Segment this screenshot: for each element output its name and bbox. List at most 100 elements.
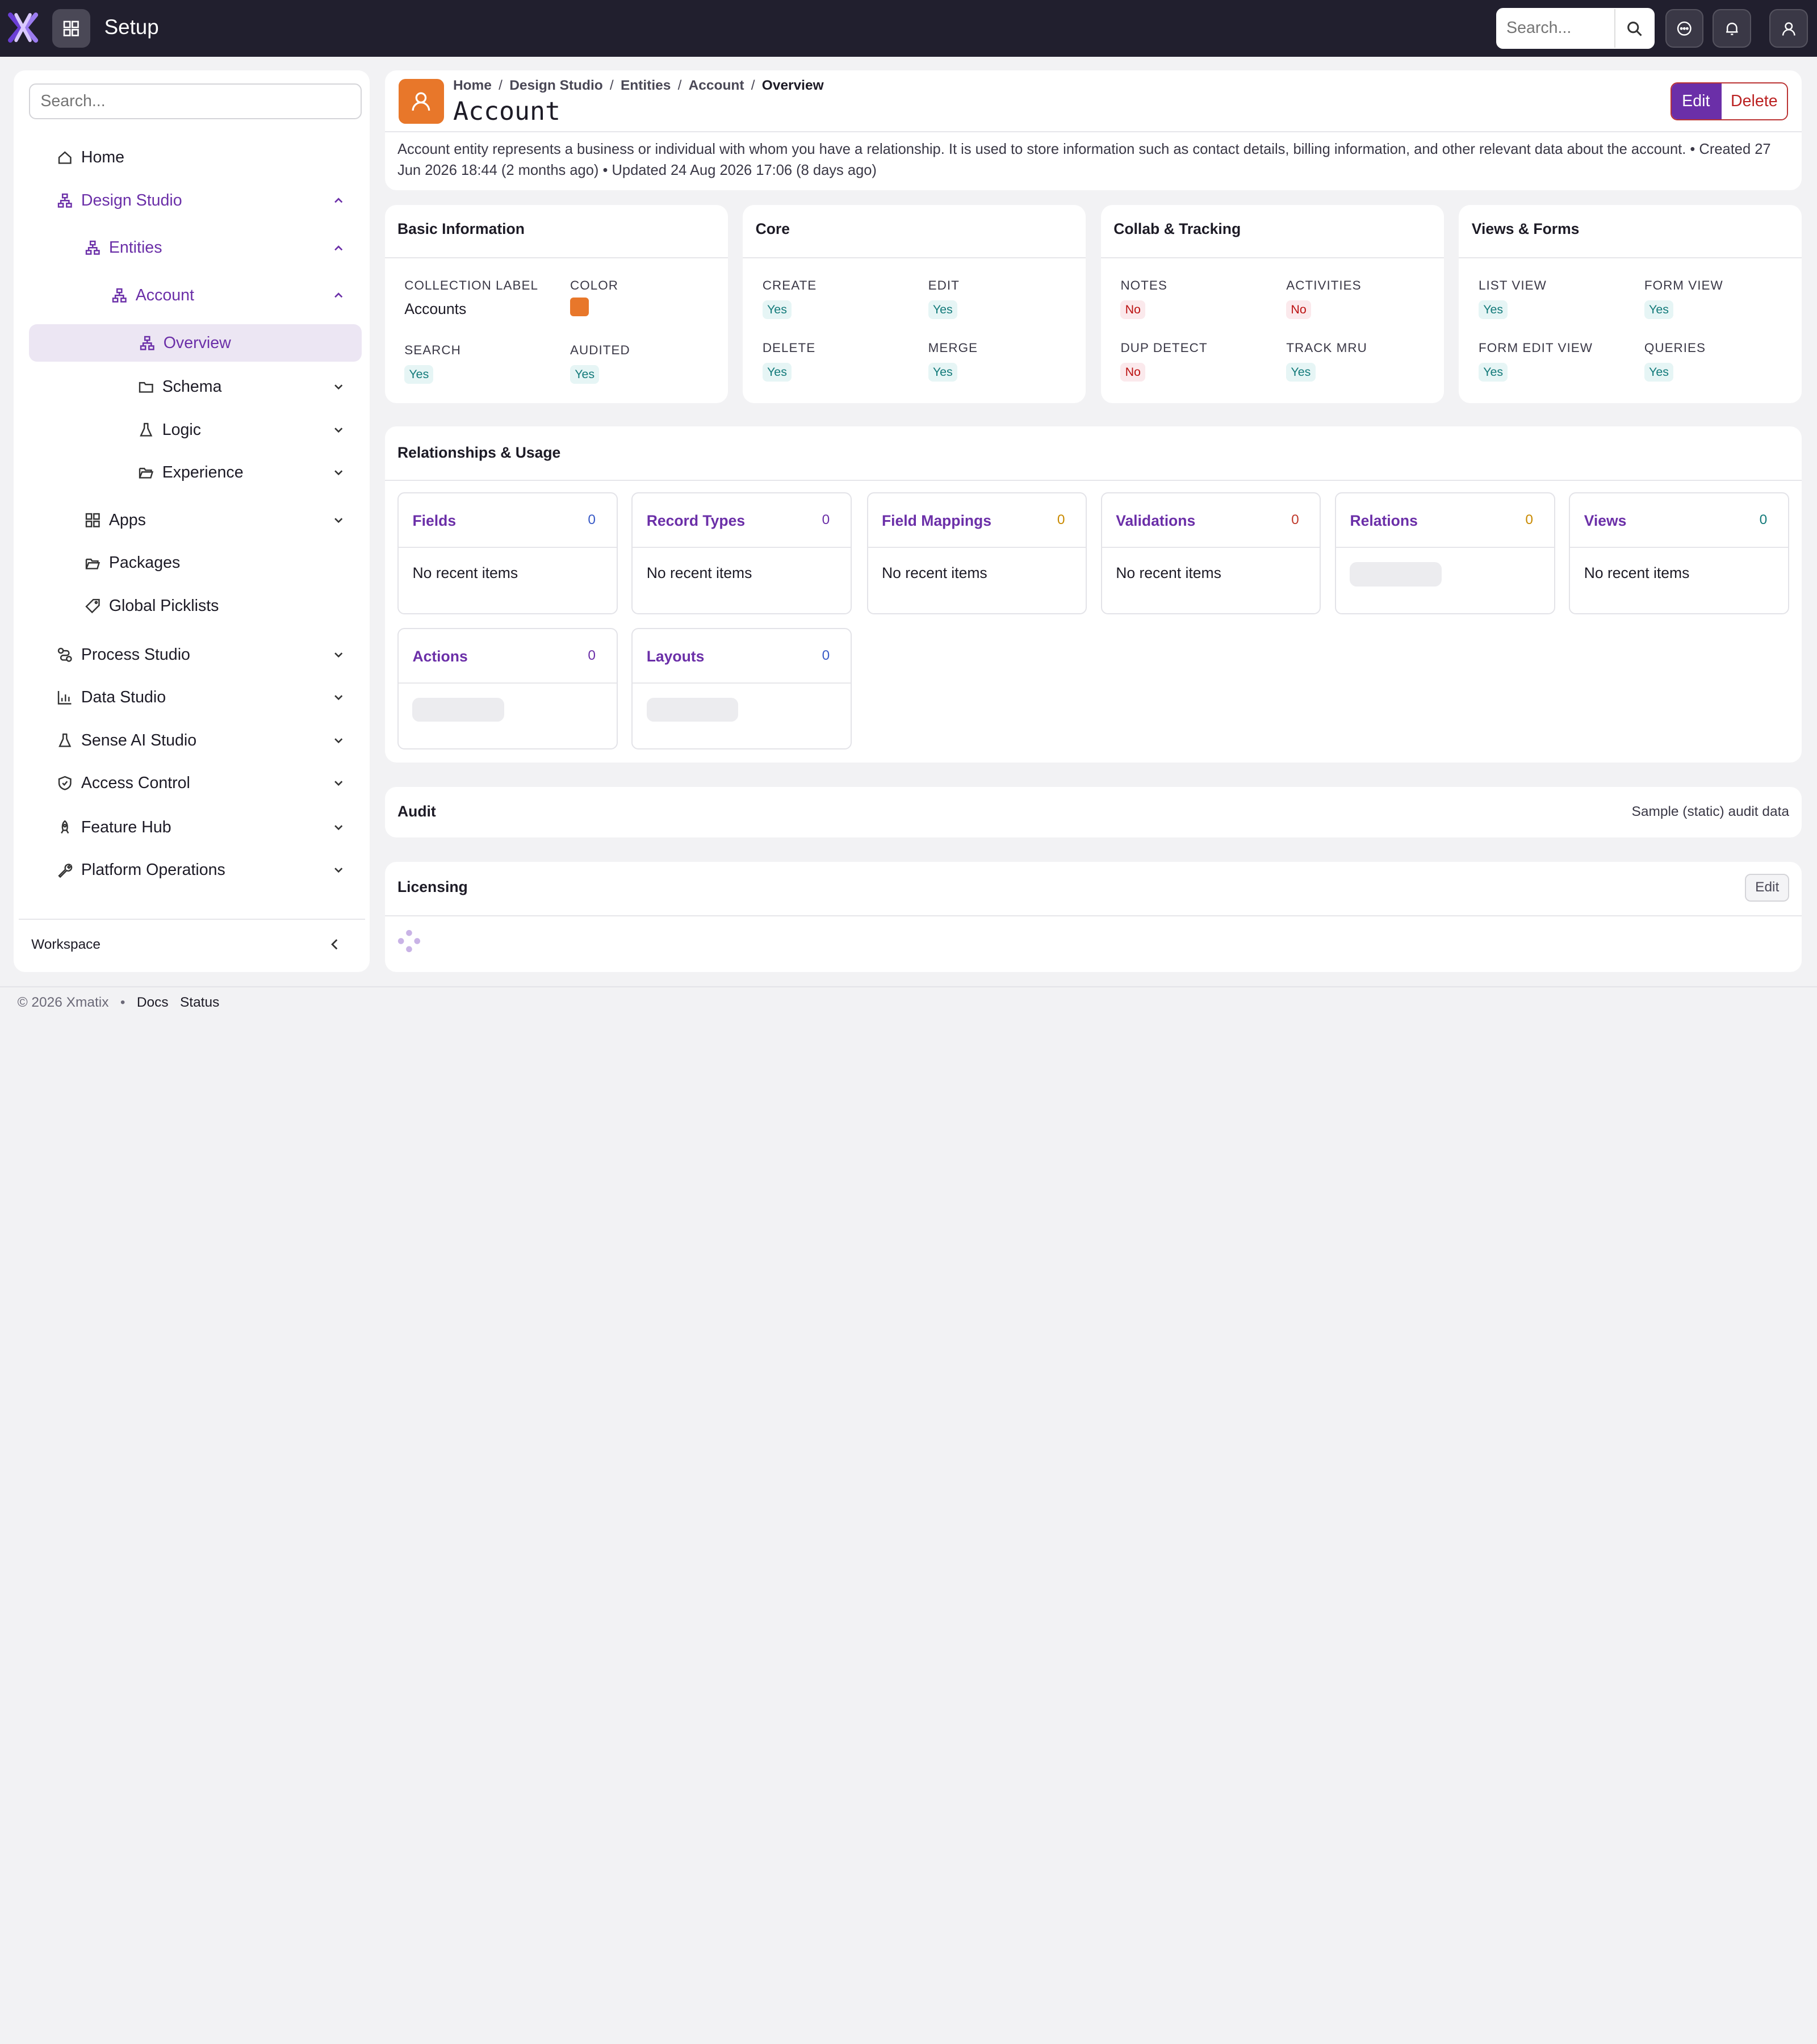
relationships-usage-card: Relationships & Usage Fields 0 No recent… bbox=[384, 426, 1802, 763]
sidebar-item-schema[interactable]: Schema bbox=[138, 368, 346, 405]
grid-icon bbox=[63, 20, 79, 36]
sidebar-item-experience[interactable]: Experience bbox=[138, 454, 346, 491]
entity-header: Home / Design Studio / Entities / Accoun… bbox=[384, 70, 1802, 190]
breadcrumb-design-studio[interactable]: Design Studio bbox=[509, 77, 603, 93]
status-badge: No bbox=[1120, 362, 1146, 382]
chevron-down-icon bbox=[330, 379, 347, 395]
tile-title[interactable]: Field Mappings bbox=[881, 512, 991, 529]
tile-title[interactable]: Validations bbox=[1116, 512, 1196, 529]
sidebar-item-label: Entities bbox=[108, 238, 162, 257]
divider bbox=[398, 682, 617, 684]
field-label: TRACK MRU bbox=[1286, 340, 1367, 355]
usage-tile-relations[interactable]: Relations 0 bbox=[1334, 492, 1555, 614]
status-badge: Yes bbox=[1479, 300, 1508, 319]
user-menu-button[interactable] bbox=[1769, 9, 1808, 48]
docs-link[interactable]: Docs bbox=[136, 995, 169, 1011]
global-search-input[interactable] bbox=[1496, 9, 1615, 48]
sidebar-search-input[interactable] bbox=[29, 83, 362, 120]
chevron-left-icon[interactable] bbox=[328, 937, 342, 955]
sidebar-item-home[interactable]: Home bbox=[57, 139, 346, 176]
workspace-switcher[interactable]: Workspace bbox=[18, 919, 365, 970]
hierarchy-icon bbox=[85, 240, 101, 256]
status-link[interactable]: Status bbox=[179, 995, 220, 1011]
licensing-edit-button[interactable]: Edit bbox=[1745, 873, 1789, 902]
field-label: DUP DETECT bbox=[1120, 340, 1208, 355]
divider bbox=[633, 682, 851, 684]
sidebar-item-account[interactable]: Account bbox=[111, 277, 346, 314]
status-badge: Yes bbox=[928, 300, 957, 319]
chevron-down-icon bbox=[330, 862, 347, 878]
tile-count: 0 bbox=[1525, 512, 1533, 527]
xmatix-logo-icon[interactable] bbox=[7, 11, 39, 44]
sidebar-item-entities[interactable]: Entities bbox=[85, 229, 346, 266]
tile-count: 0 bbox=[822, 512, 830, 527]
breadcrumb-current: Overview bbox=[761, 77, 824, 93]
sidebar-item-packages[interactable]: Packages bbox=[85, 544, 346, 581]
edit-button[interactable]: Edit bbox=[1671, 83, 1722, 120]
card-title: Core bbox=[755, 220, 790, 237]
tile-title[interactable]: Views bbox=[1584, 512, 1627, 529]
field-label: AUDITED bbox=[570, 343, 630, 358]
sidebar-item-process-studio[interactable]: Process Studio bbox=[57, 636, 346, 673]
sidebar-item-sense-ai-studio[interactable]: Sense AI Studio bbox=[57, 722, 346, 759]
usage-tile-actions[interactable]: Actions 0 bbox=[397, 628, 618, 750]
tile-title[interactable]: Fields bbox=[412, 512, 457, 529]
shield-icon bbox=[57, 775, 73, 791]
status-badge: No bbox=[1120, 300, 1146, 319]
notifications-button[interactable] bbox=[1713, 9, 1751, 48]
status-badge: Yes bbox=[1479, 362, 1508, 382]
sidebar-item-label: Process Studio bbox=[81, 645, 190, 664]
tile-title[interactable]: Record Types bbox=[646, 512, 746, 529]
divider bbox=[1335, 547, 1554, 548]
app-launcher-button[interactable] bbox=[52, 9, 91, 48]
sidebar-item-label: Sense AI Studio bbox=[81, 731, 197, 749]
hierarchy-icon bbox=[139, 335, 156, 351]
chevron-up-icon bbox=[330, 240, 347, 256]
breadcrumb-home[interactable]: Home bbox=[453, 77, 492, 93]
status-badge: Yes bbox=[928, 362, 957, 382]
sidebar-item-label: Access Control bbox=[81, 774, 190, 793]
divider bbox=[384, 915, 1802, 917]
field-label: QUERIES bbox=[1644, 340, 1706, 355]
workflow-icon bbox=[57, 647, 73, 663]
sidebar-item-access-control[interactable]: Access Control bbox=[57, 765, 346, 802]
sidebar-item-apps[interactable]: Apps bbox=[85, 502, 346, 539]
divider bbox=[384, 257, 728, 259]
tile-count: 0 bbox=[1057, 512, 1065, 527]
tile-title[interactable]: Actions bbox=[412, 647, 468, 665]
usage-tile-validations[interactable]: Validations 0 No recent items bbox=[1100, 492, 1321, 614]
usage-tile-views[interactable]: Views 0 No recent items bbox=[1569, 492, 1789, 614]
breadcrumb-entities[interactable]: Entities bbox=[620, 77, 671, 93]
sidebar-item-logic[interactable]: Logic bbox=[138, 411, 346, 448]
folder-open-icon bbox=[85, 555, 101, 572]
card-title: Views & Forms bbox=[1471, 220, 1580, 237]
field-label: CREATE bbox=[762, 278, 817, 292]
audit-card[interactable]: Audit Sample (static) audit data bbox=[384, 786, 1802, 838]
sidebar-item-data-studio[interactable]: Data Studio bbox=[57, 679, 346, 716]
usage-tile-layouts[interactable]: Layouts 0 bbox=[631, 628, 852, 750]
sidebar-item-feature-hub[interactable]: Feature Hub bbox=[57, 809, 346, 845]
chat-button[interactable] bbox=[1665, 9, 1703, 48]
delete-button[interactable]: Delete bbox=[1721, 83, 1787, 120]
field-label: NOTES bbox=[1120, 278, 1167, 292]
breadcrumb-account[interactable]: Account bbox=[688, 77, 744, 93]
usage-tile-record-types[interactable]: Record Types 0 No recent items bbox=[631, 492, 852, 614]
field-label: LIST VIEW bbox=[1479, 278, 1547, 292]
breadcrumb-separator: / bbox=[499, 77, 503, 93]
status-badge: Yes bbox=[570, 365, 600, 384]
folder-icon bbox=[138, 379, 154, 395]
chevron-down-icon bbox=[330, 732, 347, 749]
folder-open-icon bbox=[138, 464, 154, 481]
tile-title[interactable]: Layouts bbox=[646, 647, 705, 665]
sidebar-item-global-picklists[interactable]: Global Picklists bbox=[85, 588, 346, 625]
field-label: DELETE bbox=[762, 340, 816, 355]
tile-title[interactable]: Relations bbox=[1350, 512, 1418, 529]
bar-chart-icon bbox=[57, 689, 73, 706]
search-button[interactable] bbox=[1615, 9, 1653, 47]
divider bbox=[384, 131, 1802, 132]
sidebar-item-design-studio[interactable]: Design Studio bbox=[57, 182, 346, 219]
usage-tile-fields[interactable]: Fields 0 No recent items bbox=[397, 492, 618, 614]
usage-tile-field-mappings[interactable]: Field Mappings 0 No recent items bbox=[866, 492, 1087, 614]
sidebar-item-overview[interactable]: Overview bbox=[29, 324, 362, 362]
sidebar-item-platform-operations[interactable]: Platform Operations bbox=[57, 852, 346, 889]
